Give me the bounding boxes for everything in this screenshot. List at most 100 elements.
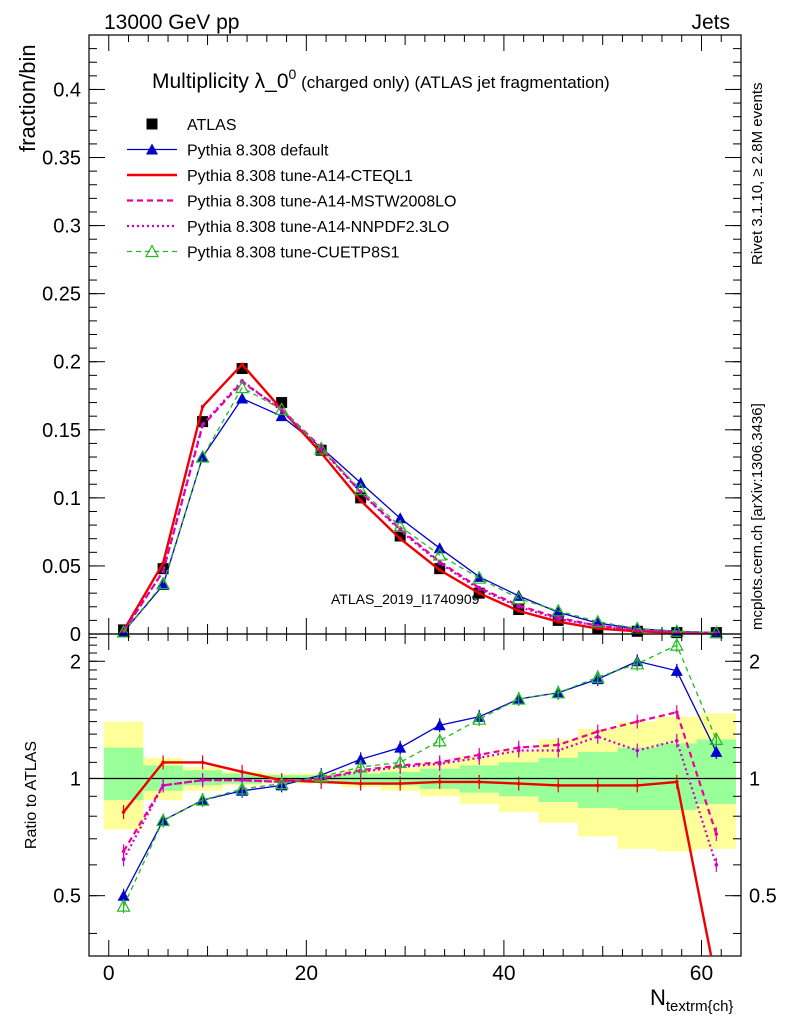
ratio-ytick-label-right: 2 xyxy=(749,651,760,673)
legend-entry-cuetp8s1: Pythia 8.308 tune-CUETP8S1 xyxy=(127,244,400,262)
ratio-point-cuetp8s1 xyxy=(472,711,487,725)
data-point-a14nnpdf xyxy=(516,604,521,609)
main-ytick-label: 0.1 xyxy=(53,488,81,510)
data-point-a14nnpdf xyxy=(437,561,442,566)
data-point-cuetp8s1 xyxy=(432,547,447,561)
data-point-a14cteql1 xyxy=(398,536,402,541)
data-point-a14nnpdf xyxy=(279,408,284,413)
data-point-a14cteql1 xyxy=(477,591,482,595)
ratio-point-cuetp8s1 xyxy=(393,755,408,768)
header-right: Jets xyxy=(691,11,730,34)
legend-entry-a14mstw: Pythia 8.308 tune-A14-MSTW2008LO xyxy=(127,194,456,211)
ratio-point-default xyxy=(117,889,130,901)
legend-label-data: ATLAS xyxy=(187,117,237,134)
ratio-point-cuetp8s1 xyxy=(195,792,210,806)
ratio-ytick-label: 2 xyxy=(70,651,81,673)
rivet-label: Rivet 3.1.10, ≥ 2.8M events xyxy=(749,83,766,266)
ratio-point-a14nnpdf xyxy=(635,748,640,753)
ratio-point-default xyxy=(433,719,446,731)
data-point-default xyxy=(196,451,209,463)
legend-entry-data: ATLAS xyxy=(146,117,237,134)
main-ytick-label: 0.3 xyxy=(53,216,81,238)
legend-label-cuetp8s1: Pythia 8.308 tune-CUETP8S1 xyxy=(187,245,400,262)
mcplots-label: mcplots.cern.ch [arXiv:1306.3436] xyxy=(749,403,766,630)
ratio-point-cuetp8s1 xyxy=(432,733,447,747)
ratio-point-default xyxy=(354,753,367,765)
ratio-point-a14cteql1 xyxy=(477,780,482,784)
data-point-a14nnpdf xyxy=(319,447,323,451)
ratio-point-a14cteql1 xyxy=(556,783,561,788)
ratio-point-a14cteql1 xyxy=(437,780,442,784)
data-point-a14cteql1 xyxy=(200,404,205,409)
legend: ATLAS Pythia 8.308 default Pythia 8.308 tu… xyxy=(127,117,456,262)
ratio-point-a14mstw xyxy=(674,710,679,714)
legend-marker-cuetp8s1 xyxy=(144,244,160,258)
legend-marker-default xyxy=(146,143,158,155)
data-point-a14nnpdf xyxy=(200,422,205,427)
data-point-a14cteql1 xyxy=(595,626,600,631)
ratio-point-a14nnpdf xyxy=(161,783,165,788)
ratio-point-a14cteql1 xyxy=(516,781,521,786)
data-point-a14cteql1 xyxy=(516,609,521,613)
data-point-cuetp8s1 xyxy=(669,624,684,637)
ratio-point-a14nnpdf xyxy=(674,738,679,743)
series-line-cuetp8s1 xyxy=(123,386,717,634)
x-tick-label: 0 xyxy=(103,962,115,985)
data-point-data xyxy=(394,530,406,542)
x-tick-label: 60 xyxy=(690,962,713,985)
series-line-a14nnpdf xyxy=(122,379,717,635)
ratio-ytick-label-right: 0.5 xyxy=(749,886,777,908)
ratio-point-a14cteql1 xyxy=(674,780,679,784)
legend-entry-a14cteql1: Pythia 8.308 tune-A14-CTEQL1 xyxy=(127,168,413,185)
ratio-point-a14nnpdf xyxy=(437,762,442,766)
data-point-cuetp8s1 xyxy=(235,380,250,394)
data-point-data xyxy=(197,416,209,428)
ratio-point-cuetp8s1 xyxy=(669,637,684,651)
ratio-point-cuetp8s1 xyxy=(551,685,566,699)
data-point-cuetp8s1 xyxy=(156,576,171,590)
ratio-point-cuetp8s1 xyxy=(235,781,250,795)
ratio-ytick-label: 1 xyxy=(70,768,81,790)
uncertainty-band-inner xyxy=(103,747,144,801)
data-point-cuetp8s1 xyxy=(393,519,408,533)
header-left: 13000 GeV pp xyxy=(104,11,239,34)
data-point-cuetp8s1 xyxy=(195,449,210,463)
series-a14nnpdf xyxy=(121,378,719,635)
main-plot: 0 0.05 0.1 0.15 0.2 0.25 0.3 0.35 0.4 xyxy=(42,34,742,646)
ratio-point-a14nnpdf xyxy=(200,778,205,782)
data-point-a14nnpdf xyxy=(161,569,165,574)
data-point-data xyxy=(355,492,367,504)
data-point-default xyxy=(394,512,407,524)
chart-title: Multiplicity λ_00 (charged only) (ATLAS … xyxy=(152,66,610,93)
ratio-point-a14nnpdf xyxy=(240,778,244,782)
ratio-point-cuetp8s1 xyxy=(156,813,171,827)
data-point-cuetp8s1 xyxy=(551,603,566,617)
ratio-frame xyxy=(88,633,742,957)
ratio-point-a14nnpdf xyxy=(556,748,561,753)
x-tick-label: 40 xyxy=(492,962,515,985)
main-ytick-label: 0.15 xyxy=(42,420,81,442)
ratio-point-cuetp8s1 xyxy=(630,656,645,670)
ratio-ytick-label-right: 1 xyxy=(749,768,760,790)
ratio-point-default xyxy=(710,745,723,757)
data-point-default xyxy=(433,542,446,554)
ratio-ylabel: Ratio to ATLAS xyxy=(23,741,40,849)
ratio-point-a14nnpdf xyxy=(121,857,126,862)
ratio-point-a14nnpdf xyxy=(714,863,719,867)
ratio-line-cuetp8s1 xyxy=(123,644,717,907)
ratio-point-a14nnpdf xyxy=(595,734,600,739)
x-axis-label-main: N xyxy=(650,985,666,1010)
ratio-point-a14nnpdf xyxy=(516,748,521,753)
data-point-cuetp8s1 xyxy=(314,441,329,455)
data-point-default xyxy=(354,476,367,488)
ratio-plot: 0 20 40 60 0.5 0.5 1 1 2 2 xyxy=(53,633,777,985)
main-ytick-label: 0 xyxy=(70,624,81,646)
main-ytick-label: 0.35 xyxy=(42,148,81,170)
ratio-point-a14cteql1 xyxy=(121,810,126,814)
main-ytick-label: 0.05 xyxy=(42,556,81,578)
ratio-point-a14mstw xyxy=(714,832,719,836)
data-point-cuetp8s1 xyxy=(116,624,131,638)
data-point-cuetp8s1 xyxy=(709,625,724,639)
legend-entry-a14nnpdf: Pythia 8.308 tune-A14-NNPDF2.3LO xyxy=(127,219,449,236)
